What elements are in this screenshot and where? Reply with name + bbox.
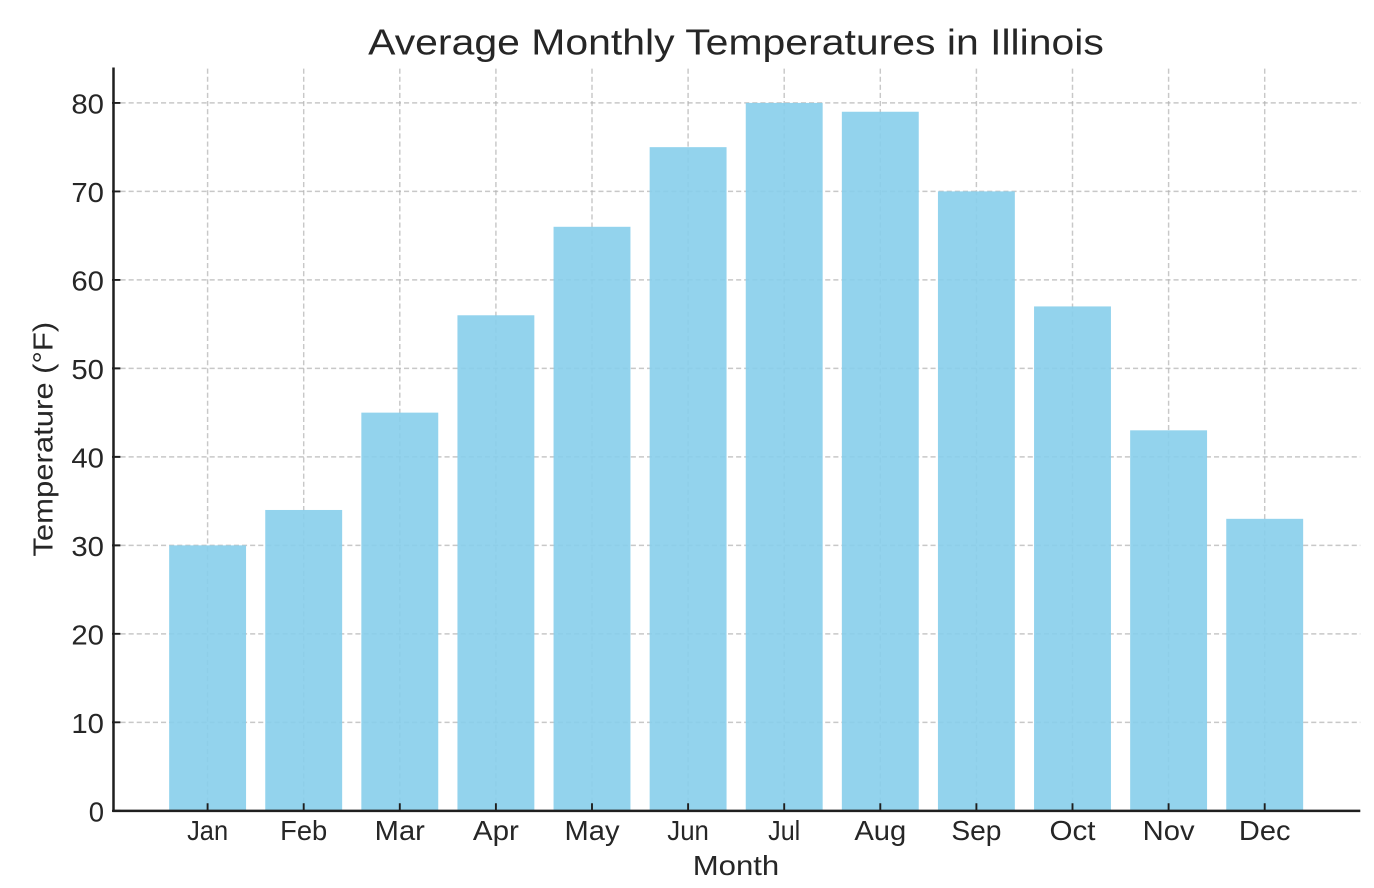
svg-text:Dec: Dec [1239, 815, 1291, 846]
svg-text:70: 70 [71, 177, 104, 208]
svg-text:Jan: Jan [187, 815, 228, 846]
svg-text:Feb: Feb [280, 815, 327, 846]
svg-text:Month: Month [693, 850, 780, 881]
svg-text:0: 0 [89, 797, 104, 828]
svg-text:30: 30 [71, 531, 104, 562]
svg-text:80: 80 [71, 89, 104, 120]
svg-text:May: May [565, 815, 620, 846]
svg-text:Average Monthly Temperatures i: Average Monthly Temperatures in Illinois [368, 22, 1104, 63]
svg-text:Nov: Nov [1143, 815, 1195, 846]
svg-text:Jul: Jul [768, 815, 800, 846]
svg-text:Sep: Sep [951, 815, 1001, 846]
svg-text:Jun: Jun [667, 815, 709, 846]
svg-text:40: 40 [71, 443, 104, 474]
svg-text:Mar: Mar [375, 815, 425, 846]
svg-text:Temperature (°F): Temperature (°F) [28, 322, 59, 557]
svg-text:50: 50 [71, 354, 104, 385]
svg-text:Oct: Oct [1050, 815, 1096, 846]
svg-text:60: 60 [71, 266, 104, 297]
svg-text:20: 20 [71, 620, 104, 651]
svg-text:Aug: Aug [854, 815, 906, 846]
svg-text:10: 10 [71, 708, 104, 739]
svg-text:Apr: Apr [473, 815, 519, 846]
